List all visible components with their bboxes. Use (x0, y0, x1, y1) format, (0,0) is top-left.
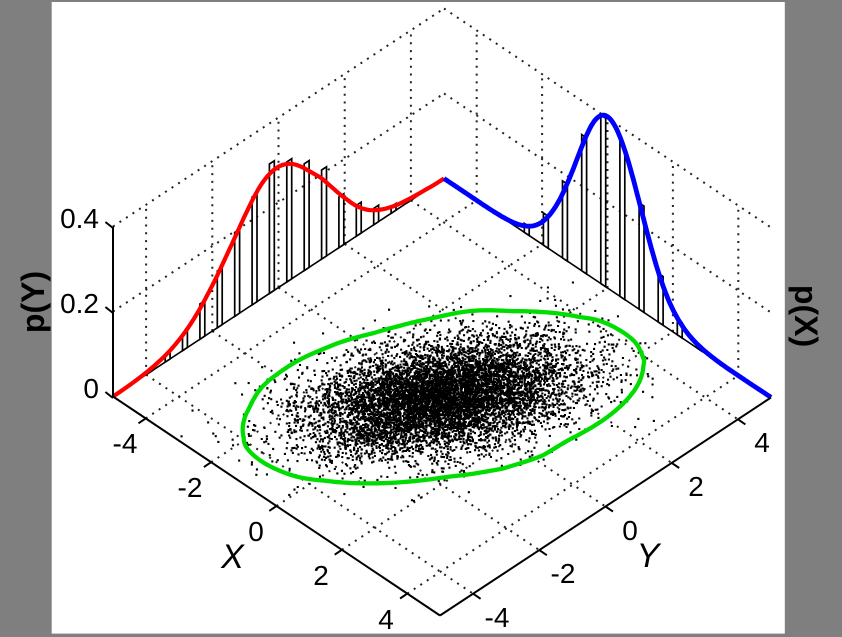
svg-text:-4: -4 (113, 428, 138, 459)
svg-text:2: 2 (688, 471, 704, 502)
svg-text:-4: -4 (485, 602, 510, 633)
svg-text:X: X (220, 538, 245, 576)
svg-text:-2: -2 (178, 472, 203, 503)
svg-text:0.4: 0.4 (60, 203, 99, 234)
svg-text:4: 4 (754, 427, 770, 458)
svg-text:-2: -2 (551, 558, 576, 589)
svg-text:0: 0 (83, 373, 99, 404)
svg-text:2: 2 (313, 560, 329, 591)
svg-text:0.2: 0.2 (60, 288, 99, 319)
svg-text:0: 0 (622, 515, 638, 546)
svg-text:Y: Y (637, 537, 662, 575)
svg-text:p(X): p(X) (788, 285, 824, 347)
svg-text:p(Y): p(Y) (15, 271, 51, 333)
svg-text:0: 0 (248, 516, 264, 547)
svg-text:4: 4 (378, 604, 394, 635)
